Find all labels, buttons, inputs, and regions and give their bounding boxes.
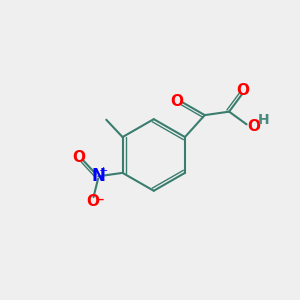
Text: O: O — [72, 150, 85, 165]
Text: H: H — [258, 113, 269, 127]
Text: -: - — [97, 190, 103, 208]
Text: O: O — [86, 194, 99, 209]
Text: O: O — [237, 83, 250, 98]
Text: O: O — [248, 119, 261, 134]
Text: N: N — [91, 167, 105, 185]
Text: O: O — [170, 94, 183, 109]
Text: +: + — [99, 166, 109, 176]
